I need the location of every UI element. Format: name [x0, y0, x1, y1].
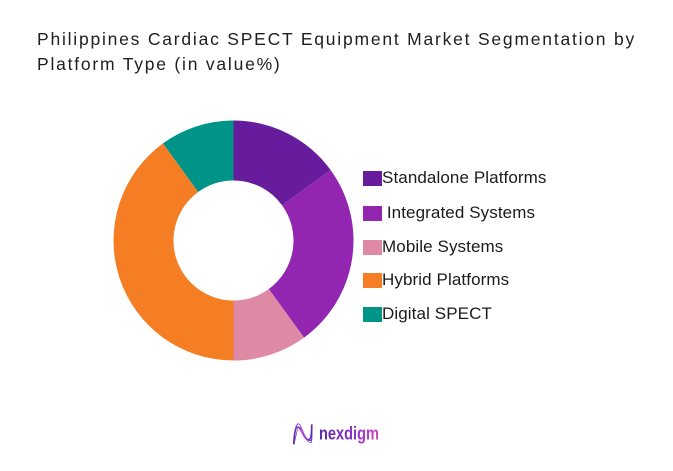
svg-text:nexdigm: nexdigm [319, 423, 379, 444]
